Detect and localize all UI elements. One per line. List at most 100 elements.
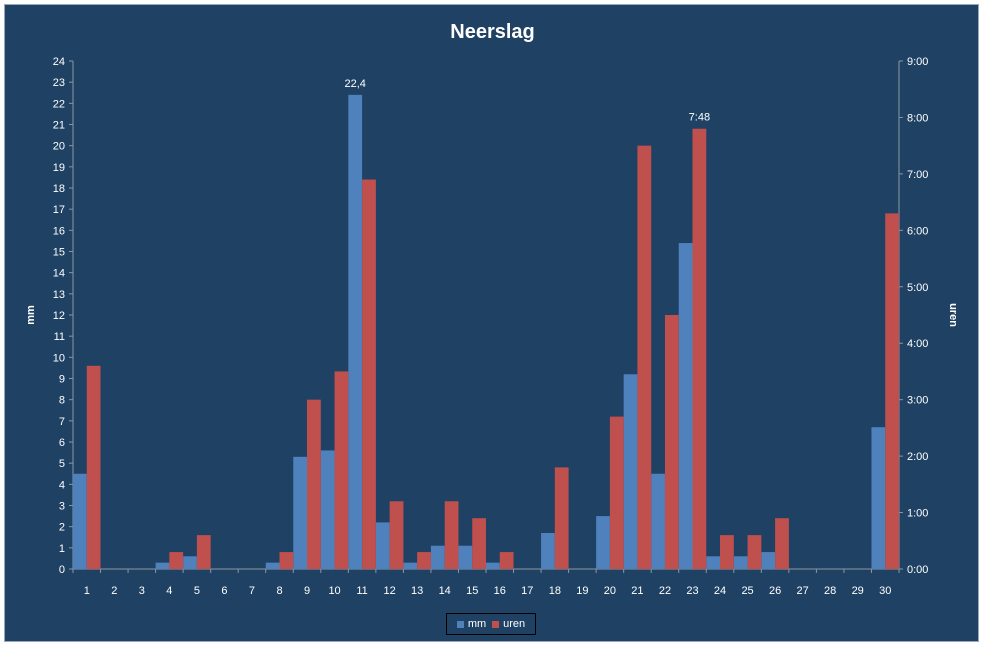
y-tick-label-left: 20 bbox=[53, 141, 65, 153]
bar-mm bbox=[430, 545, 445, 569]
x-tick-label: 16 bbox=[494, 585, 506, 597]
bar-mm bbox=[348, 94, 363, 569]
y-tick-label-left: 13 bbox=[53, 289, 65, 301]
y-tick-label-left: 14 bbox=[53, 268, 65, 280]
bar-mm bbox=[375, 522, 390, 569]
bar-mm bbox=[541, 533, 555, 569]
y-tick-label-left: 21 bbox=[53, 120, 65, 132]
x-tick-label: 1 bbox=[84, 585, 90, 597]
bar-uren bbox=[196, 535, 211, 569]
x-tick-label: 4 bbox=[166, 585, 172, 597]
y-axis-title-right: uren bbox=[947, 303, 959, 327]
legend-item-mm: mm bbox=[456, 618, 487, 630]
bar-mm bbox=[403, 562, 418, 569]
x-tick-label: 19 bbox=[576, 585, 588, 597]
bar-mm bbox=[761, 552, 776, 569]
bar-uren bbox=[609, 416, 624, 569]
bar-mm bbox=[265, 562, 280, 569]
x-tick-label: 26 bbox=[769, 585, 781, 597]
x-tick-label: 24 bbox=[714, 585, 726, 597]
x-tick-label: 2 bbox=[111, 585, 117, 597]
bar-mm bbox=[320, 450, 335, 569]
y-tick-label-left: 3 bbox=[59, 501, 65, 513]
y-tick-label-right: 6:00 bbox=[907, 225, 928, 237]
y-tick-label-left: 6 bbox=[59, 437, 65, 449]
x-tick-label: 13 bbox=[411, 585, 423, 597]
chart-area: Neerslag mm uren bbox=[4, 4, 979, 642]
bar-uren bbox=[362, 179, 376, 570]
x-tick-label: 20 bbox=[604, 585, 616, 597]
y-tick-label-left: 15 bbox=[53, 247, 65, 259]
x-tick-label: 27 bbox=[797, 585, 809, 597]
y-tick-label-right: 9:00 bbox=[907, 56, 928, 68]
bar-mm bbox=[651, 473, 665, 569]
data-label: 22,4 bbox=[345, 78, 366, 90]
y-tick-label-left: 1 bbox=[59, 543, 65, 555]
bar-uren bbox=[279, 552, 294, 569]
data-label: 7:48 bbox=[689, 112, 710, 124]
bar-mm bbox=[596, 516, 610, 569]
bar-uren bbox=[444, 501, 459, 569]
x-tick-label: 3 bbox=[139, 585, 145, 597]
y-tick-label-left: 22 bbox=[53, 98, 65, 110]
x-tick-label: 11 bbox=[356, 585, 367, 597]
y-axis-title-left: mm bbox=[25, 305, 37, 325]
y-tick-label-left: 10 bbox=[53, 352, 65, 364]
bar-mm bbox=[486, 562, 500, 569]
y-tick-label-left: 18 bbox=[53, 183, 65, 195]
y-tick-label-left: 0 bbox=[59, 564, 65, 576]
y-tick-label-right: 4:00 bbox=[907, 338, 928, 350]
x-tick-label: 25 bbox=[741, 585, 753, 597]
x-tick-label: 12 bbox=[384, 585, 396, 597]
y-tick-label-left: 2 bbox=[59, 522, 65, 534]
y-tick-label-right: 7:00 bbox=[907, 169, 928, 181]
bar-uren bbox=[472, 518, 486, 569]
x-tick-label: 8 bbox=[276, 585, 282, 597]
legend-label-uren: uren bbox=[503, 618, 526, 630]
legend-swatch-mm bbox=[456, 620, 464, 628]
y-tick-label-left: 19 bbox=[53, 162, 65, 174]
x-tick-label: 28 bbox=[824, 585, 836, 597]
bar-uren bbox=[334, 371, 349, 569]
bar-uren bbox=[637, 145, 652, 569]
legend-item-uren: uren bbox=[492, 618, 525, 630]
y-tick-label-left: 5 bbox=[59, 458, 65, 470]
bar-mm bbox=[183, 556, 197, 569]
x-tick-label: 5 bbox=[194, 585, 200, 597]
x-tick-label: 10 bbox=[328, 585, 340, 597]
x-tick-label: 23 bbox=[686, 585, 698, 597]
bar-mm bbox=[623, 374, 638, 569]
y-tick-label-right: 2:00 bbox=[907, 451, 928, 463]
bar-mm bbox=[293, 456, 308, 569]
legend-label-mm: mm bbox=[467, 618, 487, 630]
y-tick-label-right: 3:00 bbox=[907, 395, 928, 407]
y-tick-label-left: 9 bbox=[59, 374, 65, 386]
bar-uren bbox=[720, 535, 734, 569]
y-tick-label-right: 5:00 bbox=[907, 282, 928, 294]
bar-uren bbox=[747, 535, 762, 569]
x-tick-label: 14 bbox=[439, 585, 451, 597]
y-tick-label-left: 16 bbox=[53, 225, 65, 237]
y-tick-label-left: 12 bbox=[53, 310, 65, 322]
bar-mm bbox=[678, 243, 693, 570]
bar-uren bbox=[169, 552, 184, 569]
y-tick-label-left: 17 bbox=[53, 204, 65, 216]
x-tick-label: 21 bbox=[631, 585, 643, 597]
bar-mm bbox=[458, 545, 473, 569]
x-tick-label: 7 bbox=[249, 585, 255, 597]
y-tick-label-left: 11 bbox=[54, 331, 65, 343]
y-tick-label-right: 8:00 bbox=[907, 112, 928, 124]
x-tick-label: 17 bbox=[521, 585, 533, 597]
bar-uren bbox=[499, 552, 514, 569]
x-tick-label: 9 bbox=[304, 585, 310, 597]
x-tick-label: 22 bbox=[659, 585, 671, 597]
bar-uren bbox=[554, 467, 569, 569]
y-tick-label-right: 1:00 bbox=[907, 508, 928, 520]
x-tick-label: 18 bbox=[549, 585, 561, 597]
y-tick-label-left: 24 bbox=[53, 56, 65, 68]
legend: mm uren bbox=[446, 613, 536, 635]
y-tick-label-left: 4 bbox=[59, 479, 65, 491]
x-tick-label: 29 bbox=[852, 585, 864, 597]
bar-mm bbox=[73, 473, 87, 569]
